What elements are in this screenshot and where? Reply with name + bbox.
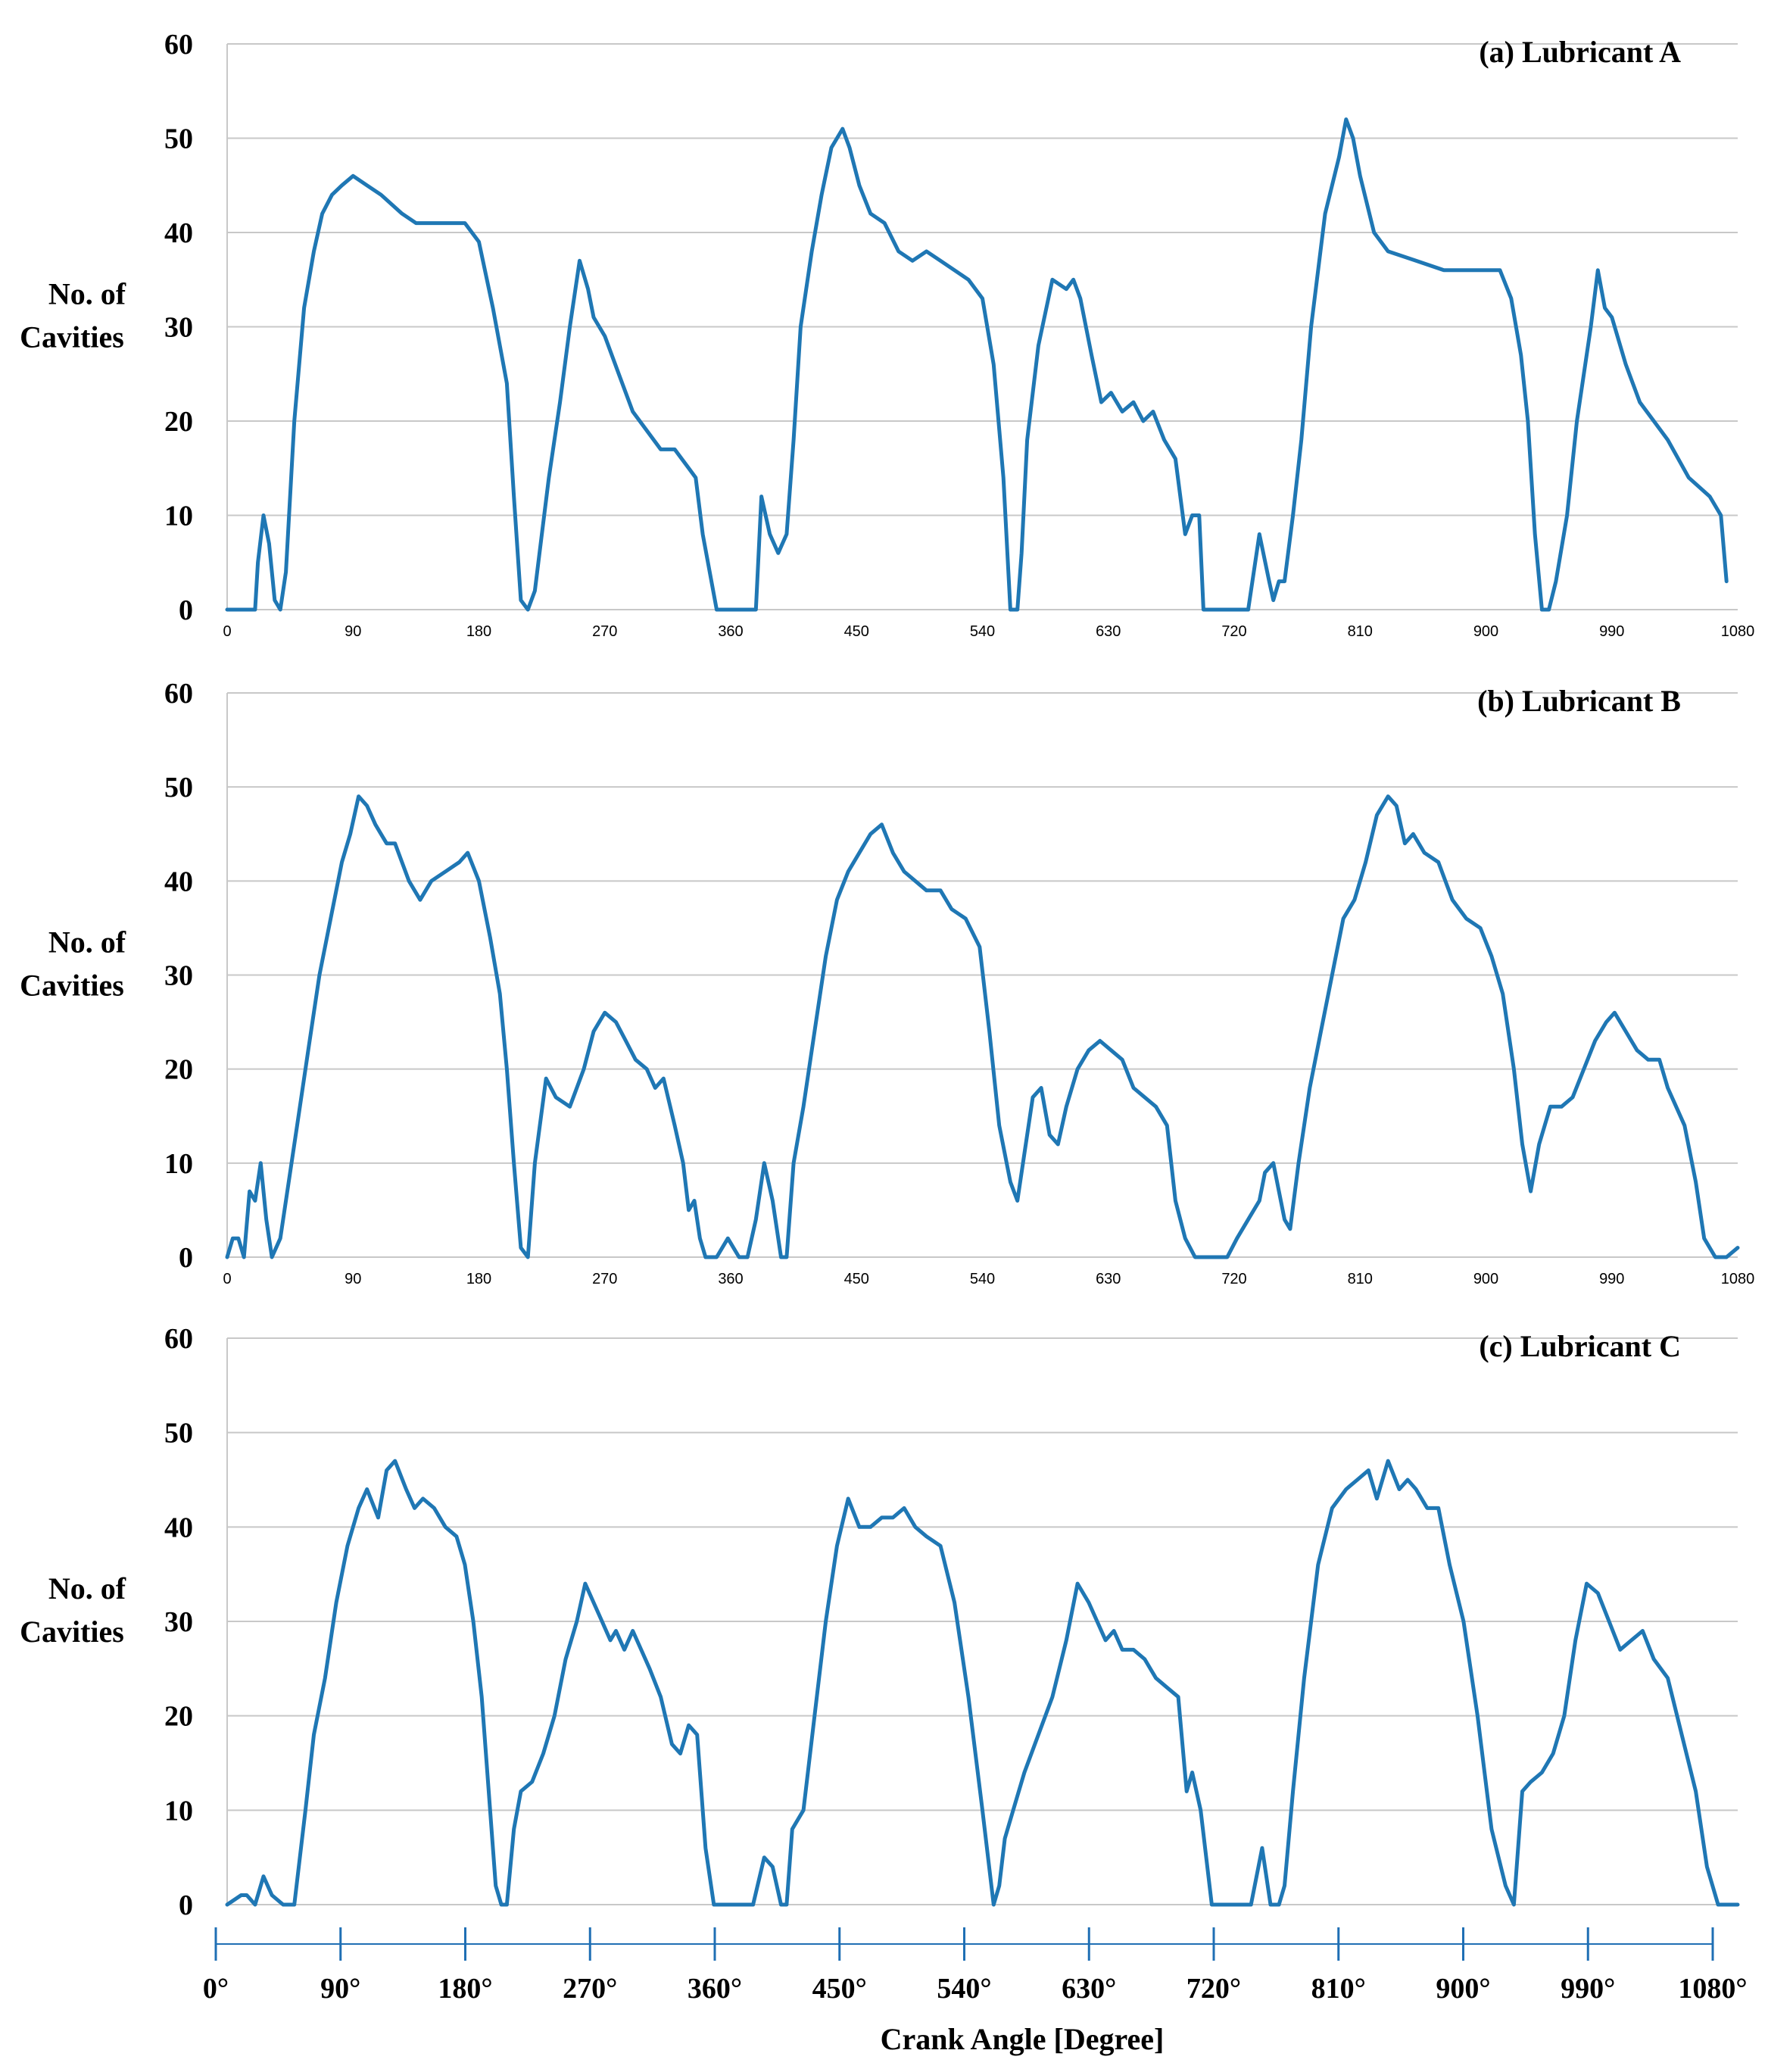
x-tick-label: 450 — [844, 1271, 869, 1287]
crank-angle-tick-label: 630° — [1062, 1973, 1116, 2005]
crank-angle-tick-label: 360° — [688, 1973, 742, 2005]
series-line-lubricant-c — [225, 1459, 1740, 1907]
y-tick-label: 40 — [164, 866, 193, 897]
crank-angle-tick-label: 810° — [1311, 1973, 1366, 2005]
panel-title: (c) Lubricant C — [1479, 1329, 1681, 1363]
crank-angle-tick-label: 720° — [1186, 1973, 1241, 2005]
y-tick-label: 0 — [179, 1889, 193, 1921]
y-tick-label: 60 — [164, 678, 193, 710]
x-tick-label: 720 — [1221, 1271, 1246, 1287]
y-axis-label-line2: Cavities — [20, 969, 124, 1003]
crank-angle-tick-label: 180° — [438, 1973, 492, 2005]
x-tick-label: 180 — [466, 623, 491, 640]
x-tick-label: 630 — [1096, 623, 1121, 640]
y-axis-label-line1: No. of — [48, 277, 126, 311]
x-tick-label: 540 — [970, 1271, 995, 1287]
y-tick-label: 50 — [164, 1418, 193, 1449]
y-axis-label-line1: No. of — [48, 925, 126, 960]
x-tick-label: 990 — [1599, 623, 1624, 640]
y-tick-label: 20 — [164, 406, 193, 438]
crank-angle-tick-label: 90° — [320, 1973, 360, 2005]
chart-panel-3: 0 10 20 30 40 50 60 (c) Lubricant C No. of Caviti… — [20, 1323, 1740, 1921]
x-tick-label: 270 — [592, 623, 617, 640]
y-tick-label: 50 — [164, 123, 193, 155]
x-tick-label: 900 — [1473, 623, 1498, 640]
x-tick-label: 990 — [1599, 1271, 1624, 1287]
crank-angle-tick-label: 990° — [1561, 1973, 1615, 2005]
y-tick-label: 60 — [164, 1323, 193, 1355]
x-tick-label: 360 — [718, 1271, 743, 1287]
x-tick-label: 180 — [466, 1271, 491, 1287]
x-tick-label: 450 — [844, 623, 869, 640]
x-tick-label: 270 — [592, 1271, 617, 1287]
y-axis-label-line2: Cavities — [20, 1615, 124, 1649]
y-tick-label: 10 — [164, 1148, 193, 1180]
y-tick-label: 20 — [164, 1701, 193, 1733]
series-line-lubricant-b — [225, 794, 1740, 1259]
y-tick-label: 10 — [164, 501, 193, 532]
x-tick-label: 360 — [718, 623, 743, 640]
x-tick-label: 720 — [1221, 623, 1246, 640]
x-tick-label: 90 — [345, 1271, 361, 1287]
y-tick-label: 20 — [164, 1054, 193, 1086]
crank-angle-tick-label: 540° — [937, 1973, 991, 2005]
chart-panel-1: 0 10 20 30 40 50 60 0 90 180 270 360 450 540 630 720 810… — [20, 29, 1754, 640]
crank-angle-axis: 0° 90° 180° 270° 360° 450° 540° 630° 720° 810° 900… — [203, 1927, 1748, 2056]
y-tick-label: 30 — [164, 1606, 193, 1638]
chart-panel-2: 0 10 20 30 40 50 60 0 90 180 270 360 450 540 630 720 810… — [20, 678, 1754, 1287]
crank-angle-tick-label: 0° — [203, 1973, 229, 2005]
x-axis-title: Crank Angle [Degree] — [881, 2022, 1165, 2056]
y-tick-label: 60 — [164, 29, 193, 61]
x-tick-label: 1080 — [1721, 1271, 1755, 1287]
y-axis-label-line2: Cavities — [20, 320, 124, 354]
crank-angle-tick-label: 270° — [563, 1973, 617, 2005]
x-tick-label: 0 — [223, 1271, 231, 1287]
y-tick-label: 30 — [164, 960, 193, 992]
x-tick-label: 900 — [1473, 1271, 1498, 1287]
x-tick-label: 630 — [1096, 1271, 1121, 1287]
x-tick-label: 540 — [970, 623, 995, 640]
crank-angle-tick-label: 900° — [1436, 1973, 1490, 2005]
crank-angle-tick-label: 450° — [812, 1973, 867, 2005]
x-tick-label: 810 — [1348, 623, 1373, 640]
x-tick-label: 0 — [223, 623, 231, 640]
crank-angle-tick-label: 1080° — [1678, 1973, 1747, 2005]
y-tick-label: 0 — [179, 1242, 193, 1274]
panel-title: (a) Lubricant A — [1479, 35, 1681, 69]
y-axis-label-line1: No. of — [48, 1571, 126, 1605]
y-tick-label: 30 — [164, 312, 193, 344]
x-tick-label: 1080 — [1721, 623, 1755, 640]
x-tick-label: 90 — [345, 623, 361, 640]
y-tick-label: 40 — [164, 217, 193, 249]
series-line-lubricant-a — [225, 117, 1729, 612]
panel-title: (b) Lubricant B — [1477, 684, 1681, 718]
x-tick-label: 810 — [1348, 1271, 1373, 1287]
y-tick-label: 10 — [164, 1795, 193, 1827]
y-tick-label: 0 — [179, 594, 193, 626]
y-tick-label: 40 — [164, 1512, 193, 1543]
y-tick-label: 50 — [164, 772, 193, 804]
